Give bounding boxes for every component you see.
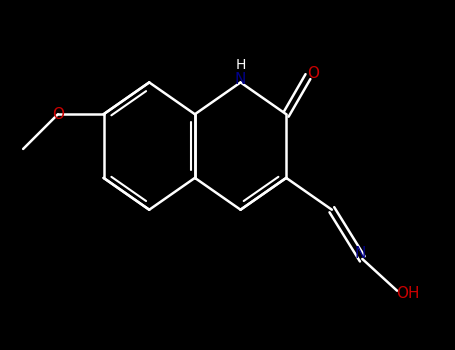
Text: N: N — [235, 72, 246, 87]
Text: H: H — [235, 58, 246, 72]
Text: O: O — [52, 107, 64, 122]
Text: N: N — [354, 246, 366, 261]
Text: OH: OH — [396, 286, 420, 301]
Text: O: O — [307, 66, 319, 81]
